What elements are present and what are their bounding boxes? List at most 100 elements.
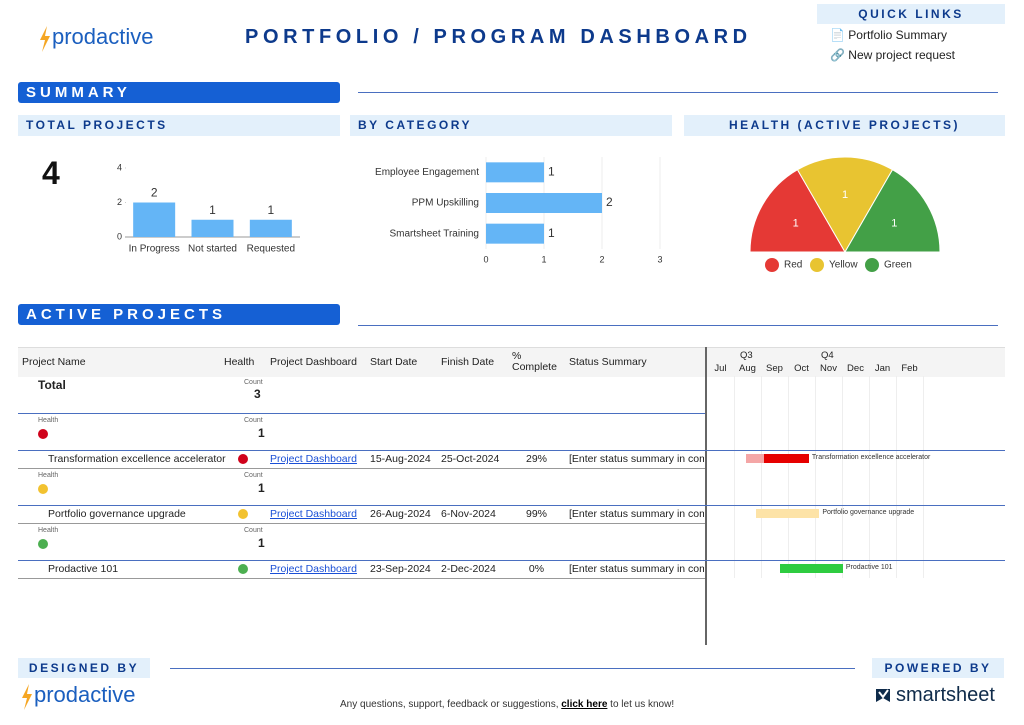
footer-note: Any questions, support, feedback or sugg…: [340, 699, 674, 710]
gauge-slice: [796, 156, 894, 253]
quick-link[interactable]: 🔗 New project request: [830, 48, 955, 62]
percent-complete: 99%: [525, 508, 547, 520]
health-dot: [38, 484, 48, 494]
month-grid: [896, 376, 897, 578]
total-count: 4: [42, 155, 60, 191]
data-label: 2: [606, 195, 613, 209]
health-label: Health: [38, 527, 59, 534]
data-label: 1: [209, 203, 216, 217]
data-label: 2: [151, 186, 158, 200]
divider: [358, 92, 998, 93]
column-header: % Complete: [512, 350, 557, 373]
link-text[interactable]: Portfolio Summary: [848, 28, 947, 42]
month-grid: [761, 376, 762, 578]
row-line: [18, 560, 1005, 561]
gauge-slice: [749, 169, 846, 253]
finish-date: 25-Oct-2024: [441, 453, 500, 465]
project-name: Prodactive 101: [48, 563, 119, 575]
gantt-bar: [746, 454, 809, 463]
row-line: [18, 505, 1005, 506]
page-title: PORTFOLIO / PROGRAM DASHBOARD: [245, 26, 752, 48]
health-label: Health: [38, 417, 59, 424]
column-header: Project Dashboard: [270, 355, 357, 368]
group-count: 1: [258, 536, 265, 550]
y-tick-label: 2: [117, 197, 122, 207]
total-count: 3: [254, 387, 261, 401]
legend-swatch: [765, 258, 779, 272]
month-label: Oct: [794, 363, 809, 374]
gantt-label: Prodactive 101: [845, 564, 893, 571]
month-label: Nov: [820, 363, 837, 374]
column-header: Project Name: [22, 355, 86, 368]
count-label: Count: [244, 527, 263, 534]
month-label: Dec: [847, 363, 864, 374]
bar: [486, 162, 544, 183]
dashboard-link[interactable]: Project Dashboard: [270, 508, 357, 520]
dashboard-link[interactable]: Project Dashboard: [270, 453, 357, 465]
bar: [486, 193, 602, 213]
link-text[interactable]: New project request: [848, 48, 955, 62]
y-tick-label: PPM Upskilling: [412, 198, 479, 209]
row-line: [18, 523, 705, 524]
quick-links-title: QUICK LINKS: [817, 4, 1005, 24]
total-label: Total: [38, 378, 66, 392]
panel-title: TOTAL PROJECTS: [18, 115, 340, 136]
row-line: [18, 450, 1005, 451]
finish-date: 2-Dec-2024: [441, 563, 496, 575]
status-summary: [Enter status summary in comn: [569, 563, 704, 575]
quick-link[interactable]: 📄 Portfolio Summary: [830, 28, 947, 42]
gauge-slice: [844, 169, 941, 253]
y-tick-label: Smartsheet Training: [390, 228, 480, 239]
bar: [191, 219, 234, 237]
column-header: Status Summary: [569, 355, 647, 368]
month-label: Sep: [766, 363, 783, 374]
gantt-label: Portfolio governance upgrade: [822, 509, 915, 516]
start-date: 15-Aug-2024: [370, 453, 431, 465]
status-summary: [Enter status summary in comn: [569, 508, 704, 520]
data-label: 1: [793, 217, 799, 229]
month-label: Aug: [739, 363, 756, 374]
logo: prodactive: [34, 682, 136, 707]
table-header-bg: [18, 347, 1005, 377]
data-label: 1: [842, 189, 848, 201]
bar: [133, 202, 176, 237]
feedback-link[interactable]: click here: [561, 699, 608, 710]
start-date: 26-Aug-2024: [370, 508, 431, 520]
quarter-label: Q4: [821, 350, 834, 361]
health-dot: [238, 509, 248, 519]
month-label: Feb: [901, 363, 918, 374]
y-tick-label: Employee Engagement: [375, 167, 479, 178]
month-grid: [842, 376, 843, 578]
legend-swatch: [810, 258, 824, 272]
health-dot: [38, 539, 48, 549]
data-label: 1: [548, 226, 555, 240]
logo-icon: [22, 684, 32, 710]
dashboard-link[interactable]: Project Dashboard: [270, 563, 357, 575]
row-line: [18, 578, 705, 579]
bar: [249, 219, 292, 237]
legend-label: Red: [784, 260, 802, 271]
x-tick-label: 1: [541, 254, 546, 264]
group-count: 1: [258, 481, 265, 495]
section-header: SUMMARY: [18, 82, 340, 103]
note-text: Any questions, support, feedback or sugg…: [340, 699, 562, 710]
month-grid: [869, 376, 870, 578]
panel-title: BY CATEGORY: [350, 115, 672, 136]
health-dot: [238, 564, 248, 574]
quarter-label: Q3: [740, 350, 753, 361]
month-label: Jul: [714, 363, 727, 374]
gantt-label: Transformation excellence accelerator: [811, 454, 931, 461]
gantt-progress: [755, 509, 819, 518]
health-dot: [38, 429, 48, 439]
x-tick-label: In Progress: [129, 244, 180, 255]
logo-icon: [40, 26, 50, 52]
brand: smartsheet: [896, 684, 995, 706]
section-header: ACTIVE PROJECTS: [18, 304, 340, 325]
percent-complete: 0%: [528, 563, 545, 575]
y-tick-label: 0: [117, 231, 122, 241]
logo: prodactive: [52, 24, 154, 49]
column-header: Health: [224, 355, 255, 368]
